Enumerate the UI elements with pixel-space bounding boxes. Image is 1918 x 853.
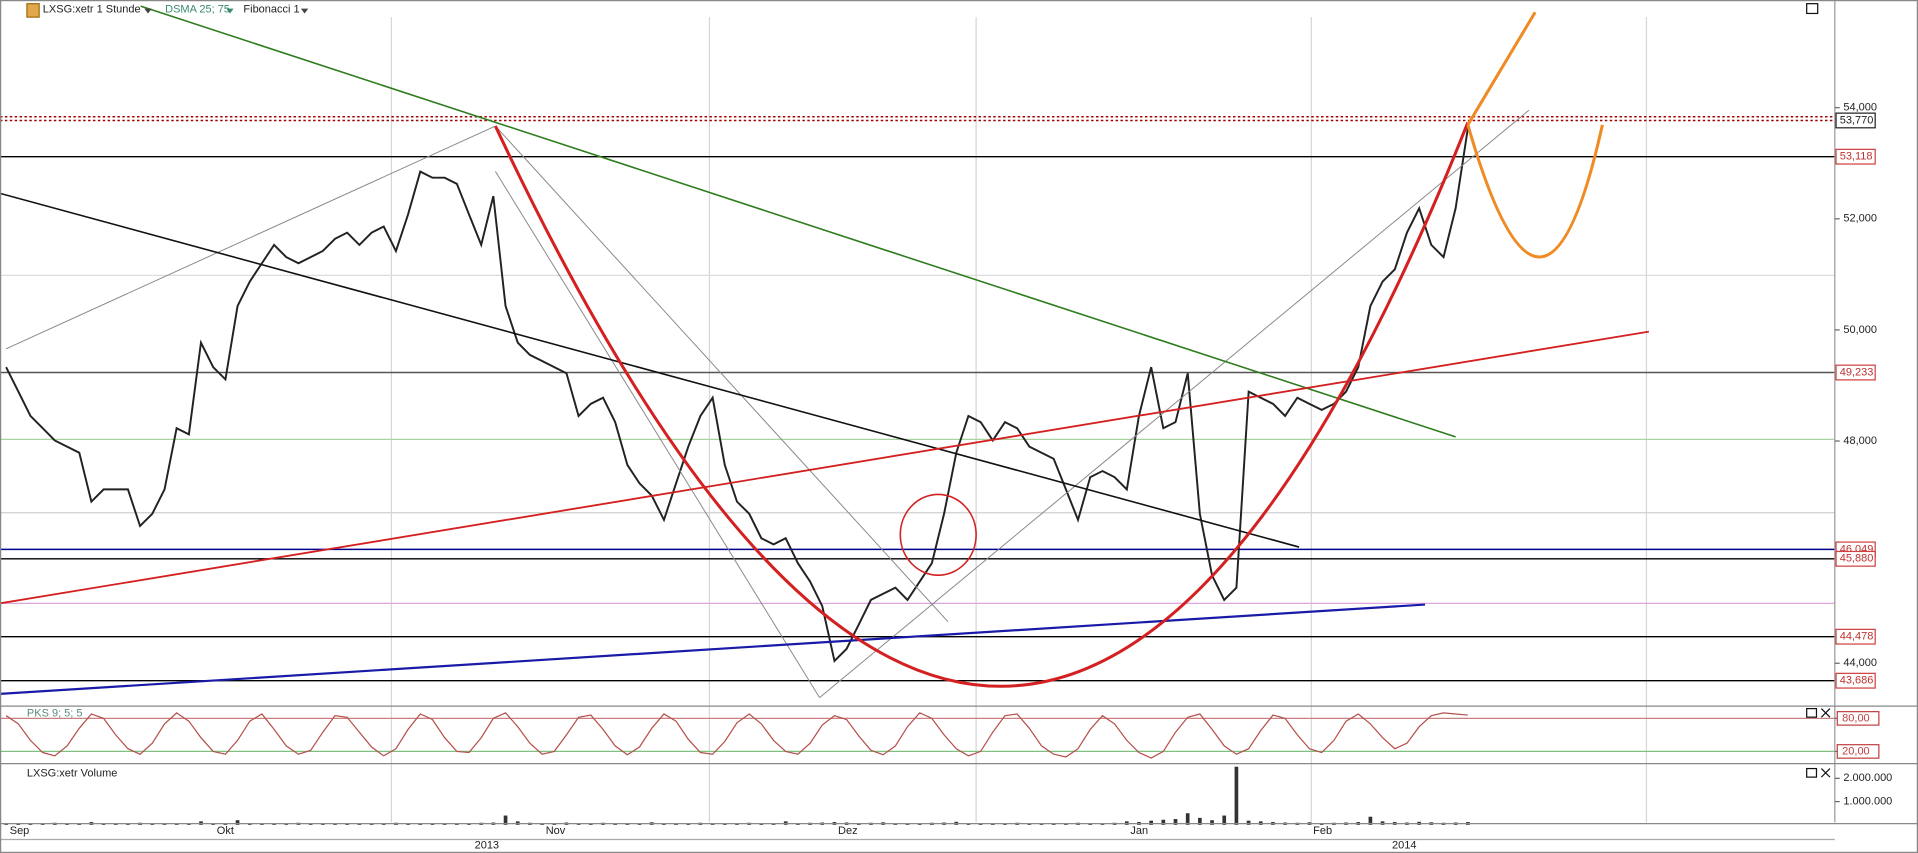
y-tick-label: 52,000 xyxy=(1843,213,1877,225)
circle-mark xyxy=(899,493,977,576)
volume-bar xyxy=(126,823,130,825)
dropdown-arrow[interactable] xyxy=(226,8,234,14)
volume-bar xyxy=(1234,766,1239,825)
volume-bar xyxy=(1173,819,1178,825)
vertical-grid xyxy=(0,17,1835,823)
x-tick-label: Dez xyxy=(838,825,858,837)
maximize-button[interactable] xyxy=(1806,707,1818,718)
y-tick-label: 44,000 xyxy=(1843,657,1877,669)
x-tick-label: Feb xyxy=(1313,825,1332,837)
volume-bar xyxy=(1210,820,1214,825)
level-label: 49,233 xyxy=(1840,366,1874,378)
drawings xyxy=(0,5,1650,698)
volume-bar xyxy=(345,823,350,825)
volume-bar xyxy=(430,823,435,825)
chart-title: LXSG:xetr 1 Stunde xyxy=(43,4,141,16)
level-tag xyxy=(1835,364,1876,381)
y-tick-label: 1.000.000 xyxy=(1843,796,1892,808)
level-label: 43,686 xyxy=(1840,675,1874,687)
volume-bar xyxy=(1185,813,1190,825)
volume-bar xyxy=(1149,820,1153,825)
volume-bar xyxy=(284,823,289,825)
dropdown-arrow[interactable] xyxy=(300,8,309,14)
trend-line xyxy=(0,603,1426,696)
x-tick-label: Jan xyxy=(1130,825,1148,837)
level-label: 53,118 xyxy=(1840,151,1873,163)
x-tick-label: Nov xyxy=(546,825,566,837)
volume-bar xyxy=(503,815,508,825)
price-axis-area xyxy=(1834,0,1918,853)
indicator-label: DSMA 25; 75 xyxy=(165,4,230,16)
level-tag xyxy=(1835,148,1876,165)
close-button[interactable] xyxy=(1820,768,1831,778)
close-button[interactable] xyxy=(1820,708,1831,718)
volume-bar xyxy=(1246,820,1251,825)
x-tick-label: Okt xyxy=(217,825,234,837)
volume-bar xyxy=(1368,816,1373,825)
tick-box xyxy=(1836,711,1880,726)
fib-line xyxy=(5,125,496,350)
volume-bar xyxy=(1222,815,1227,825)
labels: LXSG:xetr 1 Stunde DSMA 25; 75 Fibonacci… xyxy=(10,4,1893,852)
x-tick-label: Sep xyxy=(10,825,30,837)
trend-line xyxy=(140,5,1456,438)
volume-bar xyxy=(235,820,240,825)
fib-line xyxy=(495,125,949,623)
level-tag xyxy=(1835,550,1876,567)
panel-title: LXSG:xetr Volume xyxy=(27,767,117,779)
volume-bar xyxy=(1161,819,1166,825)
y-tick-label: 80,00 xyxy=(1842,712,1870,724)
indicator-label: Fibonacci 1 xyxy=(243,4,299,16)
volume-bar xyxy=(77,823,82,825)
y-tick-label: 2.000.000 xyxy=(1843,772,1892,784)
year-label: 2013 xyxy=(475,840,499,852)
level-label: 53,770 xyxy=(1840,114,1874,126)
level-label: 45,880 xyxy=(1840,553,1874,565)
trend-line xyxy=(0,192,1300,548)
volume-bar xyxy=(28,823,33,825)
price-line xyxy=(5,712,1468,759)
y-tick-label: 54,000 xyxy=(1843,102,1877,114)
fib-line xyxy=(494,171,820,698)
cup-curve xyxy=(494,121,1470,688)
level-tag xyxy=(1835,672,1876,689)
price-line xyxy=(5,128,1469,663)
symbol-icon xyxy=(26,3,40,18)
panel-title: PKS 9; 5; 5 xyxy=(27,707,83,719)
y-tick-label: 50,000 xyxy=(1843,324,1877,336)
trend-line xyxy=(0,330,1650,605)
maximize-button[interactable] xyxy=(1806,3,1819,15)
level-label: 44,478 xyxy=(1840,631,1874,643)
fib-line xyxy=(819,109,1530,698)
tick-box xyxy=(1836,744,1880,759)
maximize-button[interactable] xyxy=(1806,767,1818,778)
volume-bar xyxy=(1198,817,1202,825)
y-tick-label: 48,000 xyxy=(1843,435,1877,447)
level-tag xyxy=(1835,628,1876,645)
dropdown-arrow[interactable] xyxy=(144,8,152,14)
projection xyxy=(1466,11,1604,259)
level-tag xyxy=(1835,112,1876,129)
year-label: 2014 xyxy=(1392,840,1416,852)
y-tick-label: 20,00 xyxy=(1842,745,1870,757)
